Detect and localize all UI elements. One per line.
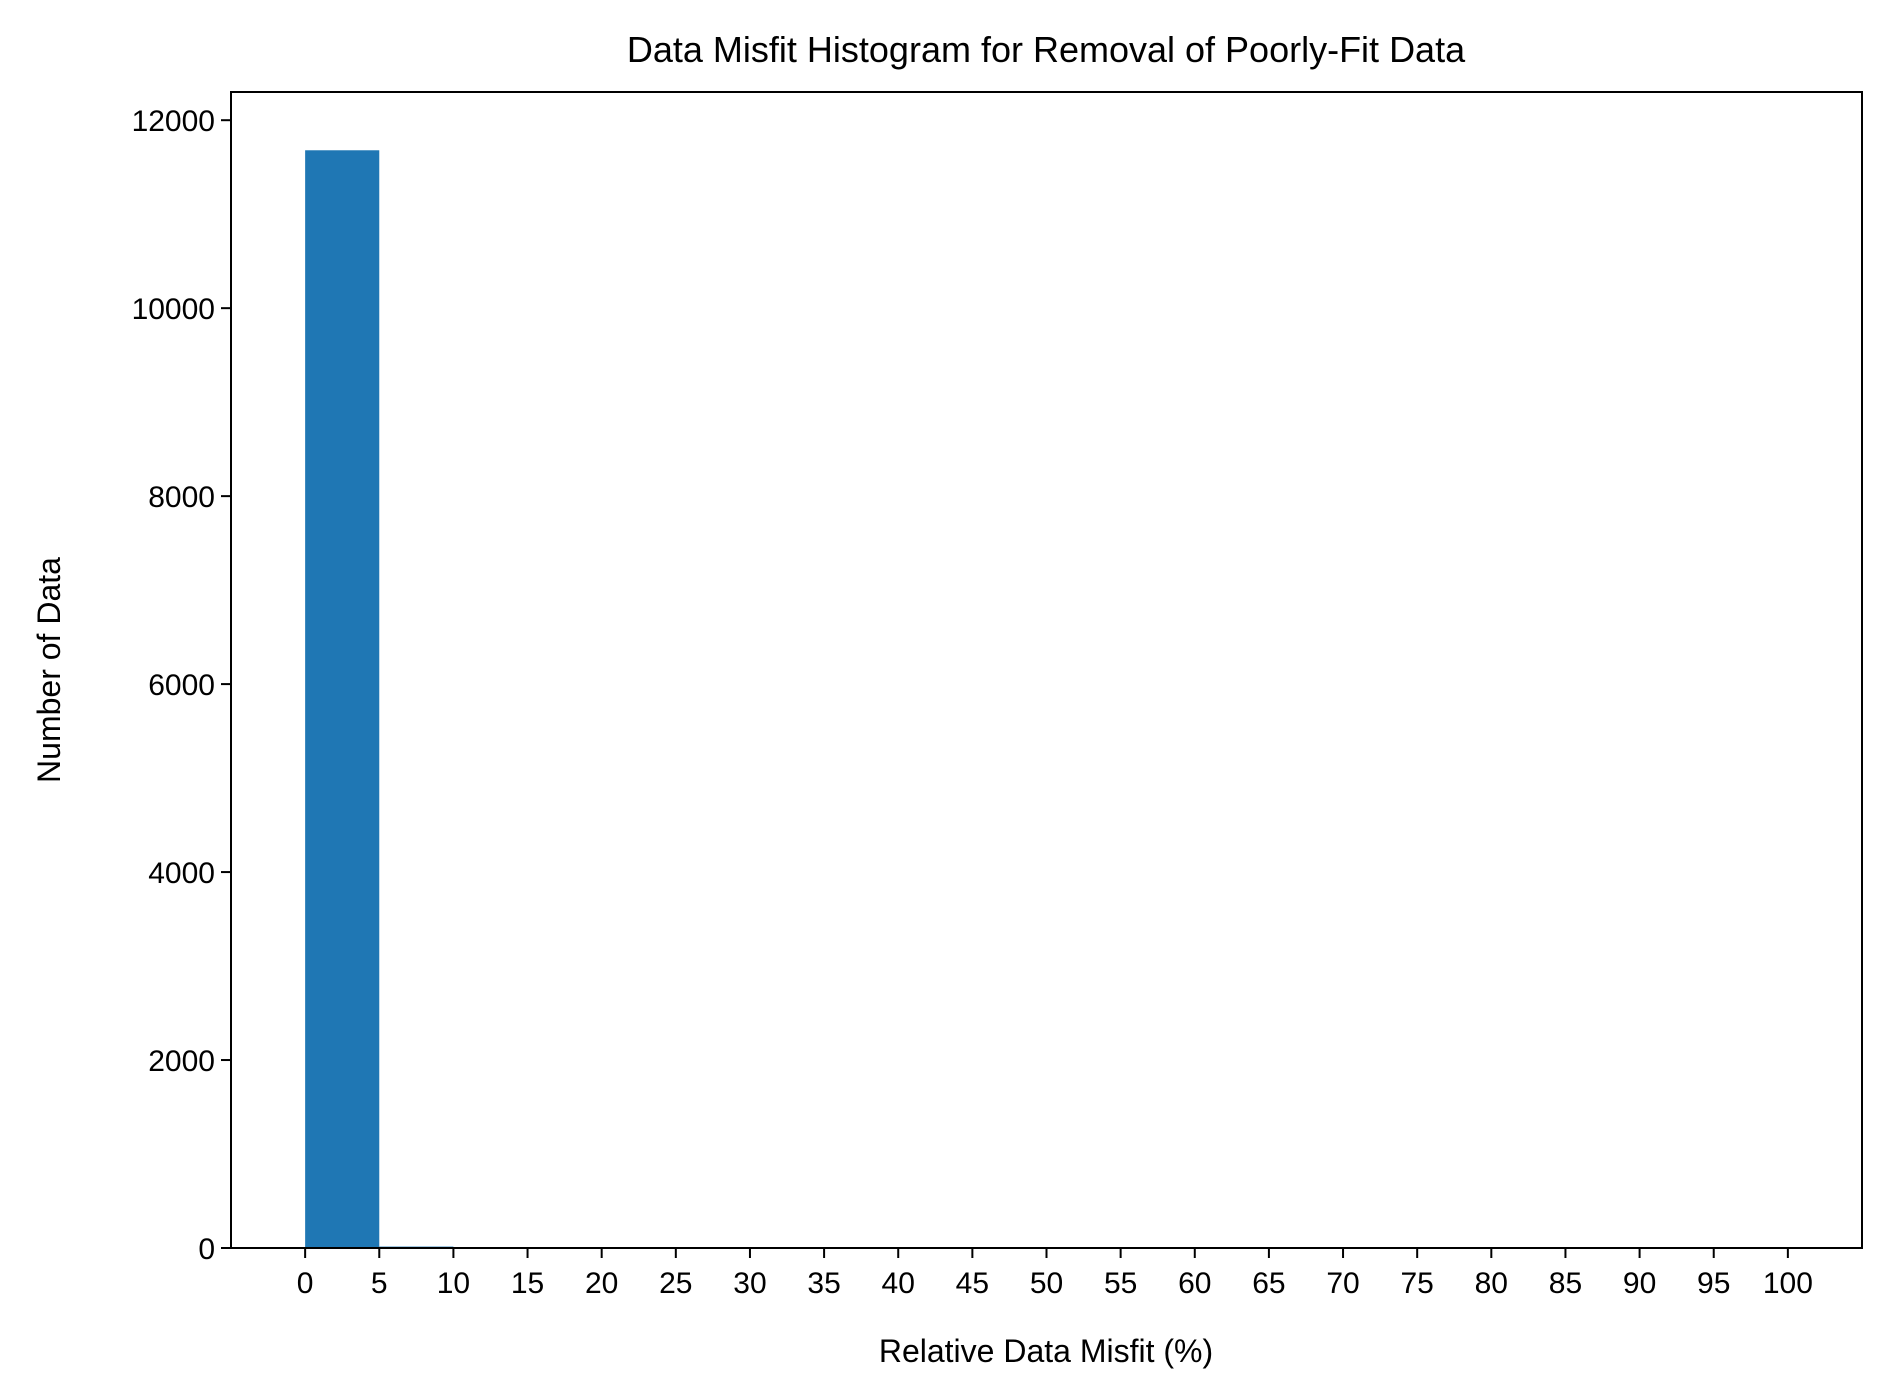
plot-area	[231, 92, 1862, 1248]
y-tick-label: 6000	[148, 669, 215, 702]
x-tick-label: 15	[511, 1267, 544, 1300]
x-tick-label: 75	[1400, 1267, 1433, 1300]
x-tick-label: 70	[1326, 1267, 1359, 1300]
x-tick-label: 80	[1475, 1267, 1508, 1300]
x-tick-label: 20	[585, 1267, 618, 1300]
y-tick-label: 10000	[132, 293, 215, 326]
x-tick-label: 5	[371, 1267, 388, 1300]
x-tick-label: 40	[882, 1267, 915, 1300]
y-tick-label: 0	[198, 1233, 215, 1266]
y-ticks-group: 0 2000 4000 6000 8000 10000 12000	[132, 105, 231, 1266]
x-tick-label: 55	[1104, 1267, 1137, 1300]
y-tick-label: 12000	[132, 105, 215, 138]
x-tick-label: 95	[1697, 1267, 1730, 1300]
x-tick-label: 85	[1549, 1267, 1582, 1300]
plot-frame	[230, 91, 1863, 1249]
chart-title: Data Misfit Histogram for Removal of Poo…	[627, 29, 1466, 70]
bars-group	[305, 150, 454, 1249]
y-tick-label: 8000	[148, 481, 215, 514]
x-tick-label: 100	[1763, 1267, 1813, 1300]
x-tick-label: 10	[437, 1267, 470, 1300]
y-axis-label: Number of Data	[31, 557, 67, 783]
x-ticks-group: 0 5 10 15 20 25 30 35 40 45 50 55 60 65 70 75 80 85 90 95 10…	[297, 1248, 1813, 1300]
y-tick-label: 4000	[148, 857, 215, 890]
x-tick-label: 35	[807, 1267, 840, 1300]
x-tick-label: 60	[1178, 1267, 1211, 1300]
x-tick-label: 50	[1030, 1267, 1063, 1300]
x-tick-label: 65	[1252, 1267, 1285, 1300]
x-tick-label: 90	[1623, 1267, 1656, 1300]
x-tick-label: 30	[733, 1267, 766, 1300]
x-tick-label: 0	[297, 1267, 314, 1300]
x-axis-label: Relative Data Misfit (%)	[879, 1333, 1213, 1369]
x-tick-label: 45	[956, 1267, 989, 1300]
histogram-bar	[305, 150, 380, 1249]
y-tick-label: 2000	[148, 1045, 215, 1078]
x-tick-label: 25	[659, 1267, 692, 1300]
